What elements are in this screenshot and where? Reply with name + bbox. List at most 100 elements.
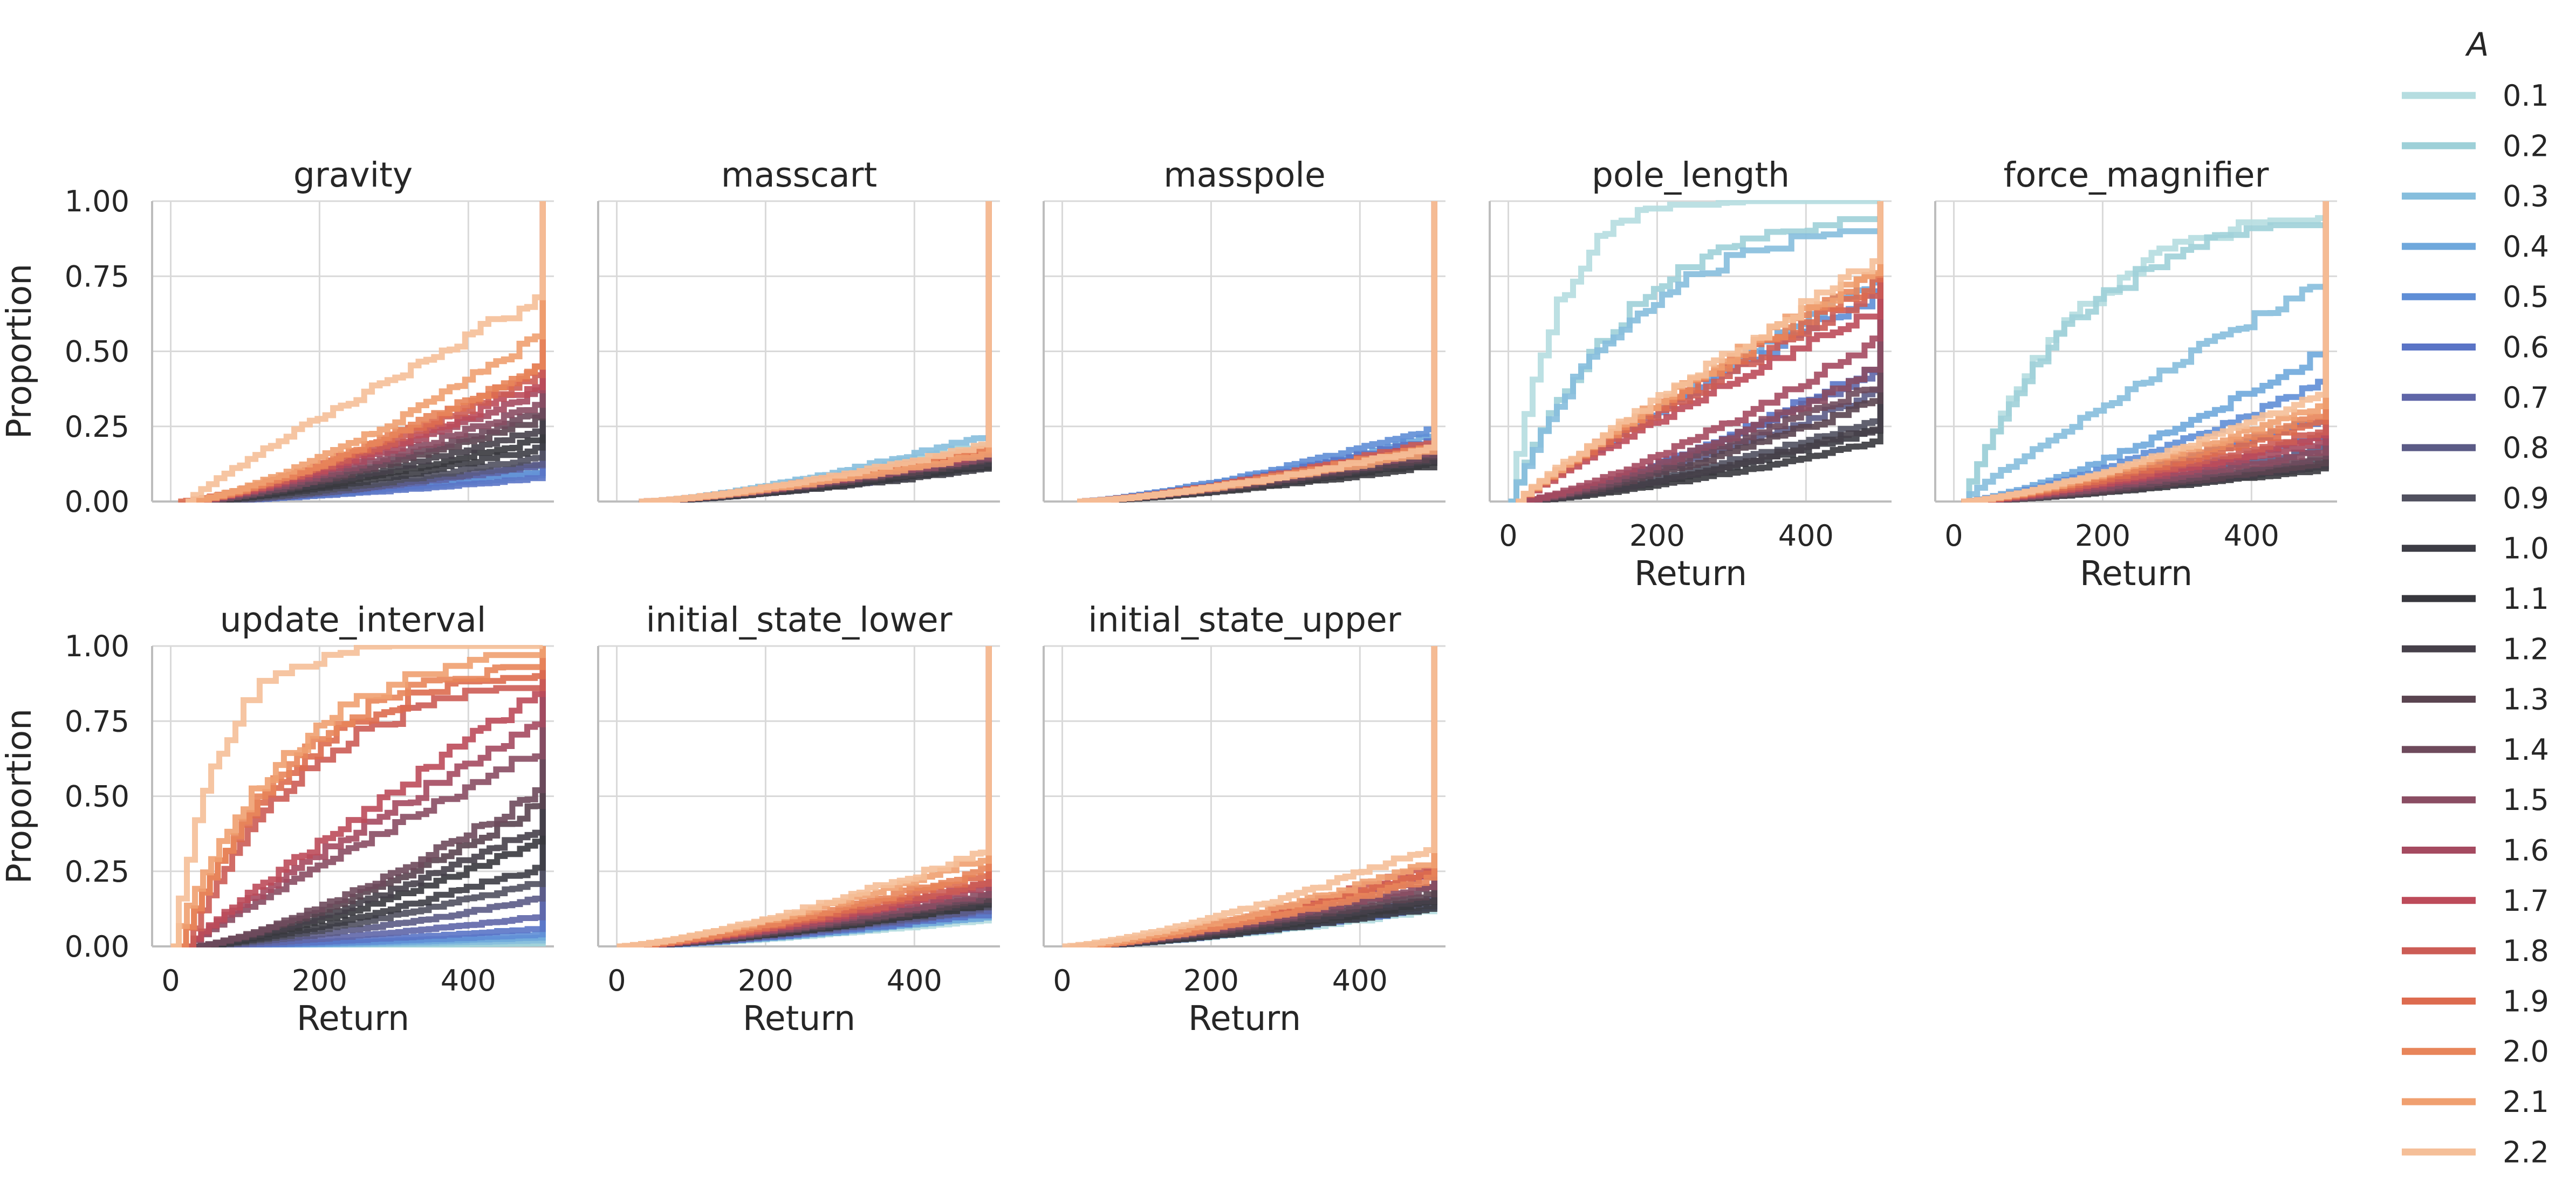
panel-title: update_interval — [220, 600, 487, 640]
legend-entry-label: 2.2 — [2503, 1135, 2549, 1169]
series-line-2-2 — [1961, 201, 2329, 503]
x-tick-label: 0 — [1499, 519, 1517, 553]
series-group — [1062, 646, 1437, 947]
series-line-2-2 — [1077, 201, 1437, 503]
y-tick-label: 0.25 — [65, 410, 129, 444]
series-line-0-3 — [1508, 201, 1883, 503]
x-tick-label: 400 — [441, 964, 496, 998]
x-tick-label: 200 — [738, 964, 793, 998]
legend-entry-label: 1.2 — [2503, 632, 2549, 666]
panel-title: pole_length — [1592, 155, 1790, 195]
panel-gravity: 0.00 0.25 0.50 0.75 1.00 Proportion gravity — [0, 155, 554, 519]
facet-panels: 0.00 0.25 0.50 0.75 1.00 Proportion gravity mas… — [0, 155, 2337, 1038]
panel-title: initial_state_upper — [1088, 600, 1401, 640]
legend-entry-label: 2.1 — [2503, 1085, 2549, 1119]
x-tick-label: 400 — [1778, 519, 1834, 553]
legend-entry-label: 0.6 — [2503, 331, 2549, 365]
series-line-1-4 — [193, 646, 546, 947]
series-line-2-0 — [178, 646, 546, 947]
x-tick-label: 400 — [1332, 964, 1388, 998]
legend-entry-label: 0.3 — [2503, 180, 2549, 214]
legend-entry-label: 1.9 — [2503, 984, 2549, 1018]
x-axis-label: Return — [1188, 999, 1301, 1038]
legend-entry-label: 1.3 — [2503, 683, 2549, 717]
series-group — [170, 645, 546, 947]
x-axis-label: Return — [2080, 554, 2193, 593]
series-line-1-7 — [186, 646, 546, 947]
panel-pole-length: 0 200 400 Return pole_length — [1489, 155, 1892, 593]
legend-entry-label: 1.0 — [2503, 532, 2549, 566]
series-line-2-2 — [616, 646, 992, 947]
x-tick-label: 200 — [292, 964, 347, 998]
panel-title: gravity — [293, 155, 413, 195]
legend-entry-label: 0.9 — [2503, 481, 2549, 515]
y-tick-label: 1.00 — [65, 629, 129, 663]
legend-entry-label: 0.1 — [2503, 79, 2549, 113]
series-line-2-2 — [1062, 646, 1437, 947]
x-tick-label: 400 — [2224, 519, 2279, 553]
series-group — [1961, 201, 2329, 503]
legend-entry-label: 1.5 — [2503, 783, 2549, 817]
panel-title: masscart — [721, 155, 877, 195]
series-line-0-1 — [1508, 200, 1881, 503]
series-line-2-2 — [639, 201, 992, 503]
legend: A 0.1 0.2 0.3 0.4 0.5 0.6 0.7 0.8 0.9 1.0 1.1 1.2 1.3… — [2402, 26, 2549, 1169]
x-tick-label: 0 — [1944, 519, 1963, 553]
x-axis-label: Return — [1634, 554, 1747, 593]
x-tick-label: 200 — [1183, 964, 1239, 998]
x-tick-label: 0 — [607, 964, 626, 998]
y-tick-label: 0.25 — [65, 855, 129, 889]
panel-initial-state-lower: 0 200 400 Return initial_state_lower — [597, 600, 1000, 1038]
y-axis-label: Proportion — [0, 264, 39, 439]
panel-force-magnifier: 0 200 400 Return force_magnifier — [1934, 155, 2337, 593]
legend-entry-label: 1.1 — [2503, 582, 2549, 616]
legend-entry-label: 0.4 — [2503, 230, 2549, 264]
panel-masspole: masspole — [1043, 155, 1445, 503]
x-tick-label: 400 — [887, 964, 942, 998]
panel-title: force_magnifier — [2004, 155, 2269, 195]
legend-entry-label: 1.4 — [2503, 733, 2549, 767]
panel-masscart: masscart — [597, 155, 1000, 503]
y-axis-label: Proportion — [0, 709, 39, 884]
y-tick-label: 0.75 — [65, 704, 129, 738]
panel-initial-state-upper: 0 200 400 Return initial_state_upper — [1043, 600, 1445, 1038]
y-tick-label: 1.00 — [65, 184, 129, 218]
y-tick-label: 0.75 — [65, 259, 129, 293]
panel-title: masspole — [1163, 155, 1325, 195]
legend-entry-label: 1.8 — [2503, 934, 2549, 968]
x-tick-label: 0 — [161, 964, 180, 998]
legend-entry-label: 1.6 — [2503, 834, 2549, 868]
panel-title: initial_state_lower — [646, 600, 952, 640]
series-line-2-1 — [170, 646, 546, 947]
x-axis-label: Return — [743, 999, 855, 1038]
legend-entry-label: 0.2 — [2503, 129, 2549, 163]
series-group — [1077, 201, 1437, 503]
legend-entry-label: 0.7 — [2503, 381, 2549, 415]
series-group — [1508, 200, 1883, 503]
y-tick-label: 0.00 — [65, 485, 129, 519]
legend-entry-label: 2.0 — [2503, 1035, 2549, 1069]
y-tick-label: 0.50 — [65, 780, 129, 814]
x-axis-label: Return — [297, 999, 409, 1038]
series-line-1-6 — [1516, 201, 1883, 503]
legend-entry-label: 1.7 — [2503, 884, 2549, 918]
series-line-0-3 — [1961, 201, 2329, 503]
series-line-0-2 — [1961, 201, 2329, 503]
legend-entry-label: 0.8 — [2503, 431, 2549, 465]
panel-update-interval: 0.00 0.25 0.50 0.75 1.00 Proportion 0 200 400 Ret… — [0, 600, 554, 1038]
series-line-2-2 — [186, 201, 546, 503]
series-line-2-2 — [170, 645, 543, 947]
y-tick-label: 0.50 — [65, 335, 129, 369]
x-tick-label: 200 — [2075, 519, 2130, 553]
series-group — [178, 201, 546, 503]
series-line-2-1 — [186, 201, 546, 503]
series-line-1-5 — [186, 646, 546, 947]
x-tick-label: 0 — [1053, 964, 1071, 998]
series-group — [616, 646, 992, 947]
series-line-2-2 — [1516, 201, 1883, 503]
x-tick-label: 200 — [1629, 519, 1685, 553]
y-tick-label: 0.00 — [65, 930, 129, 964]
legend-title: A — [2464, 26, 2489, 64]
legend-entry-label: 0.5 — [2503, 280, 2549, 314]
